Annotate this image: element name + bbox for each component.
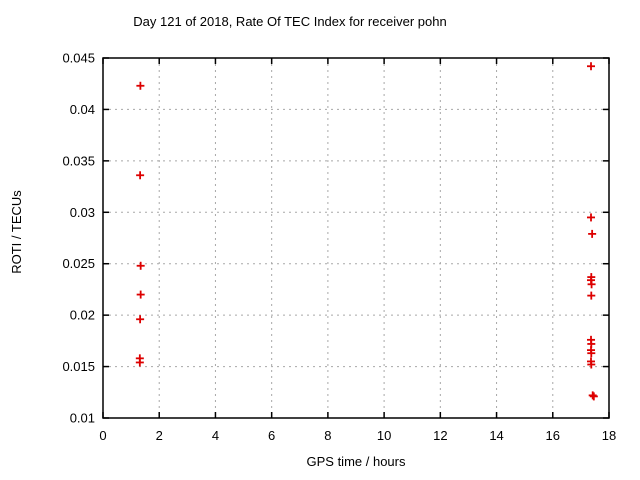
x-tick-label: 8 <box>324 428 331 443</box>
x-tick-label: 16 <box>546 428 560 443</box>
x-tick-label: 2 <box>156 428 163 443</box>
plot-frame <box>102 57 610 419</box>
x-tick-label: 12 <box>433 428 447 443</box>
y-tick-label: 0.03 <box>70 205 95 220</box>
y-tick-label: 0.01 <box>70 411 95 426</box>
y-tick-label: 0.04 <box>70 102 95 117</box>
x-tick-label: 14 <box>489 428 503 443</box>
y-tick-label: 0.02 <box>70 308 95 323</box>
y-tick-label: 0.045 <box>62 51 95 66</box>
chart-title: Day 121 of 2018, Rate Of TEC Index for r… <box>133 14 447 29</box>
x-tick-label: 10 <box>377 428 391 443</box>
x-tick-label: 6 <box>268 428 275 443</box>
x-tick-label: 18 <box>602 428 616 443</box>
y-tick-label: 0.025 <box>62 256 95 271</box>
x-axis-label: GPS time / hours <box>306 454 406 469</box>
y-tick-label: 0.015 <box>62 359 95 374</box>
y-tick-label: 0.035 <box>62 153 95 168</box>
x-tick-label: 0 <box>99 428 106 443</box>
x-tick-label: 4 <box>212 428 219 443</box>
